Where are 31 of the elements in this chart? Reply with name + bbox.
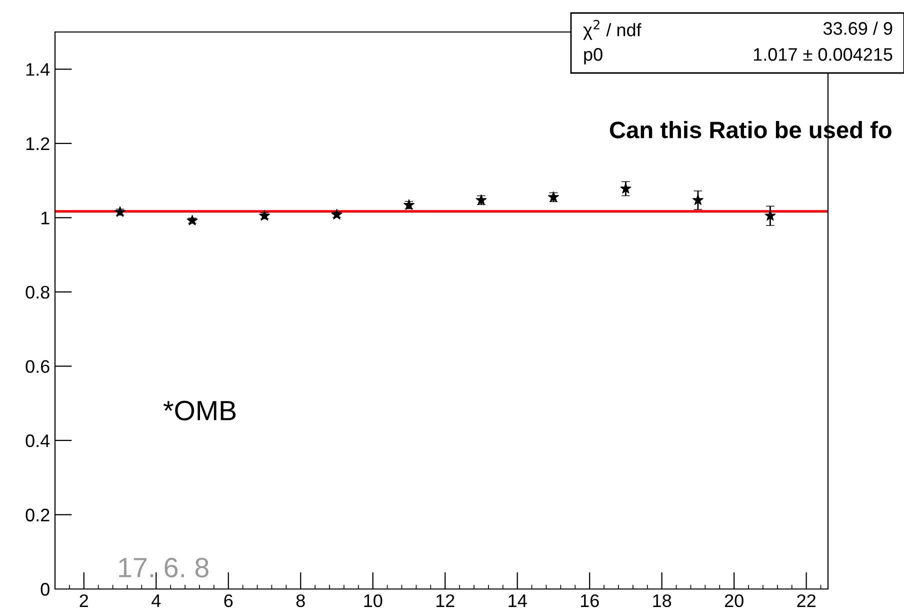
x-tick-label: 4: [152, 594, 161, 607]
y-tick-label: 1.4: [26, 63, 50, 76]
x-tick-label: 12: [436, 594, 454, 607]
annotation: 1.017 ± 0.004215: [754, 48, 892, 61]
y-tick-label: 0.6: [26, 360, 50, 373]
point: [692, 194, 704, 206]
y-tick-label: 0: [40, 582, 50, 596]
annotation: *OMB: [163, 400, 236, 420]
y-tick-label: 1.2: [26, 137, 50, 150]
annotation: 33.69 / 9: [823, 22, 892, 35]
x-tick-label: 10: [364, 594, 382, 608]
point: [620, 182, 632, 194]
y-tick-label: 0.2: [26, 508, 50, 522]
x-tick-label: 18: [653, 594, 672, 608]
annotation: 17. 6. 8: [119, 558, 208, 578]
x-tick-label: 2: [80, 594, 88, 607]
x-tick-label: 14: [508, 594, 527, 607]
point: [186, 214, 198, 226]
point: [258, 210, 270, 221]
y-tick-label: 0.8: [26, 286, 50, 299]
annotation: p0: [584, 48, 602, 64]
y-tick-label: 0.4: [26, 434, 50, 448]
y-tick-label: 1: [41, 212, 50, 224]
point: [764, 210, 776, 221]
x-tick-label: 8: [296, 594, 305, 608]
x-tick-label: 20: [724, 594, 744, 608]
x-tick-label: 16: [580, 594, 599, 608]
annotation: χ$^{2}$ / ndf: [583, 20, 642, 40]
point: [331, 208, 342, 220]
x-tick-label: 6: [224, 594, 233, 608]
x-tick-label: 22: [797, 594, 816, 607]
